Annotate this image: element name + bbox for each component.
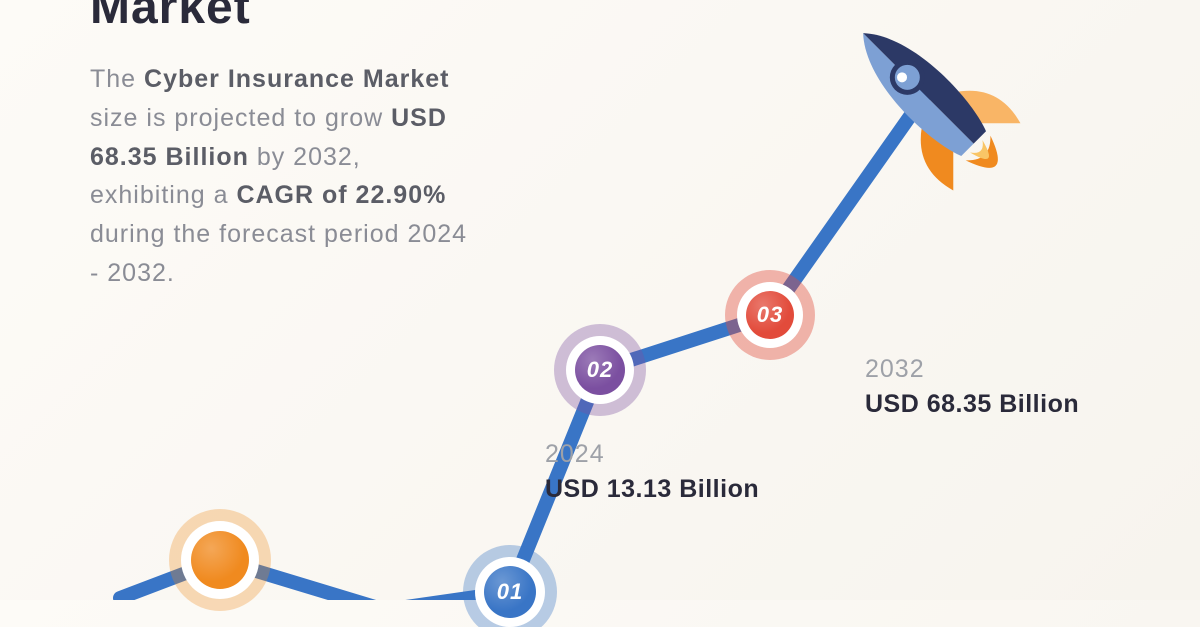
growth-chart: 010203 2024USD 13.13 Billion2032USD 68.3… [0, 0, 1200, 600]
rocket-icon [0, 0, 1200, 600]
